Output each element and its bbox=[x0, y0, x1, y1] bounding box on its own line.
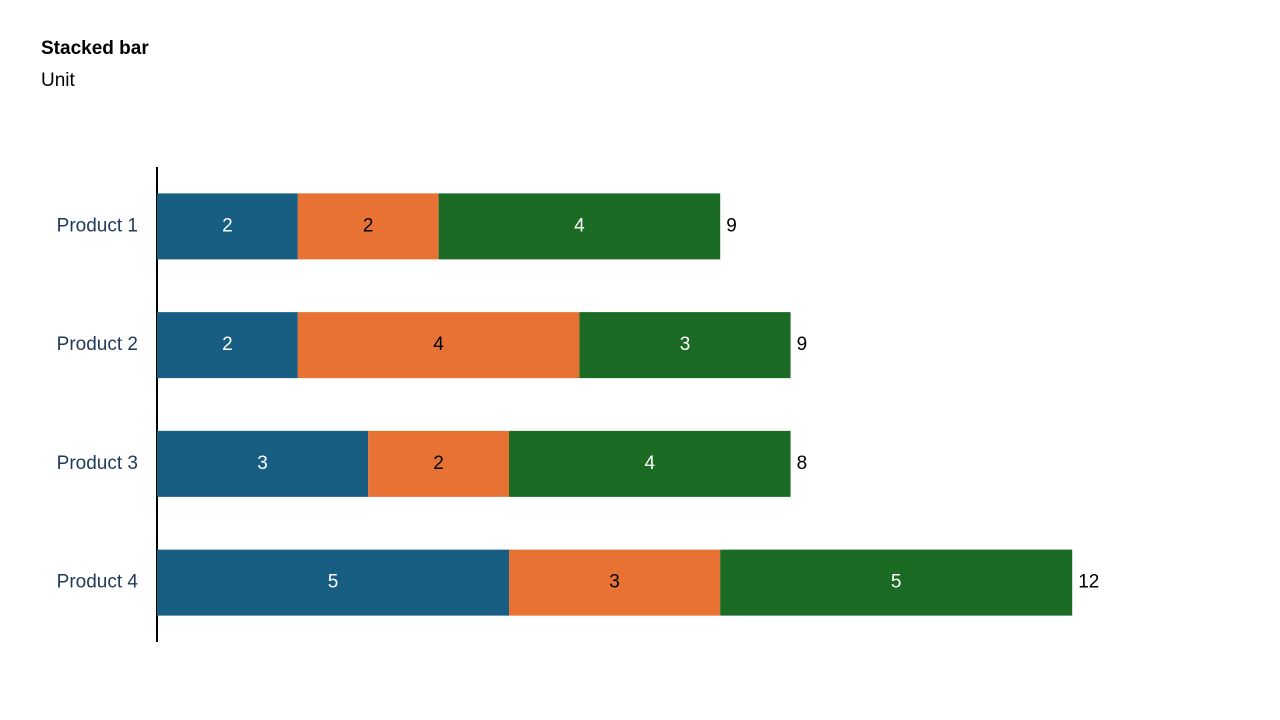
data-label: 4 bbox=[645, 453, 656, 474]
bar-segment bbox=[368, 430, 509, 497]
data-label: 5 bbox=[328, 572, 339, 593]
data-label: 3 bbox=[257, 453, 268, 474]
data-label: 5 bbox=[891, 572, 902, 593]
bar-segment bbox=[297, 312, 580, 379]
bar-segment bbox=[157, 193, 298, 260]
bar-segment bbox=[720, 549, 1073, 616]
y-tick-label: Product 3 bbox=[57, 453, 138, 474]
bar-segment bbox=[579, 312, 791, 379]
total-label: 9 bbox=[797, 334, 808, 355]
data-label: 2 bbox=[222, 334, 233, 355]
y-tick-label: Product 2 bbox=[57, 334, 138, 355]
data-label: 2 bbox=[433, 453, 444, 474]
data-label: 2 bbox=[363, 215, 374, 236]
bar-segment bbox=[438, 193, 721, 260]
y-tick-label: Product 4 bbox=[57, 572, 139, 593]
data-label: 2 bbox=[222, 215, 233, 236]
data-label: 4 bbox=[433, 334, 444, 355]
total-label: 9 bbox=[726, 215, 737, 236]
total-label: 12 bbox=[1078, 572, 1099, 593]
bar-segment bbox=[157, 549, 509, 616]
bar-segment bbox=[509, 549, 721, 616]
data-label: 3 bbox=[680, 334, 691, 355]
chart-title: Stacked bar bbox=[41, 38, 149, 59]
data-label: 3 bbox=[609, 572, 620, 593]
bar-segment bbox=[297, 193, 439, 260]
chart-subtitle: Unit bbox=[41, 70, 76, 91]
bar-segment bbox=[157, 430, 369, 497]
data-label: 4 bbox=[574, 215, 585, 236]
bar-segment bbox=[509, 430, 791, 497]
bar-segment bbox=[157, 312, 298, 379]
y-tick-label: Product 1 bbox=[57, 215, 138, 236]
total-label: 8 bbox=[797, 453, 808, 474]
